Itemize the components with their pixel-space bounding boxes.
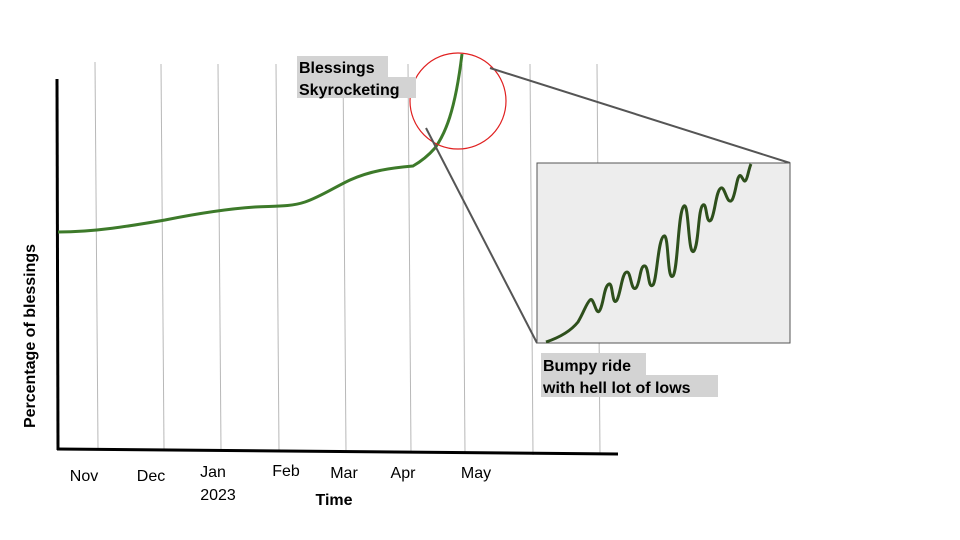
x-axis bbox=[56, 447, 619, 456]
x-tick-label: Mar bbox=[330, 465, 358, 482]
x-tick-label: Jan bbox=[200, 464, 226, 481]
grid-line bbox=[160, 63, 165, 450]
zoom-label-bg bbox=[541, 353, 646, 375]
x-tick-label: Apr bbox=[391, 465, 417, 482]
grid-line bbox=[342, 63, 347, 453]
grid-line bbox=[275, 63, 280, 452]
grid-line bbox=[94, 61, 99, 449]
x-axis-title: Time bbox=[315, 492, 352, 509]
y-axis-title: Percentage of blessings bbox=[22, 244, 39, 428]
zoom-annotation: Bumpy ride with hell lot of lows bbox=[541, 353, 718, 397]
peak-label-bg bbox=[297, 77, 416, 98]
grid-line bbox=[461, 63, 466, 455]
zoom-label-line: with hell lot of lows bbox=[542, 380, 691, 397]
peak-label-line: Blessings bbox=[299, 60, 375, 77]
series-line bbox=[57, 53, 464, 234]
peak-annotation: Blessings Skyrocketing bbox=[297, 56, 416, 99]
zoom-inset-line bbox=[545, 163, 753, 344]
x-tick-label: May bbox=[461, 465, 491, 482]
zoom-connector bbox=[425, 127, 538, 344]
grid-line bbox=[407, 63, 412, 454]
zoom-label-bg bbox=[541, 375, 718, 397]
zoom-label-line: Bumpy ride bbox=[543, 358, 631, 375]
grid-line bbox=[217, 63, 222, 451]
x-tick-label: Feb bbox=[272, 463, 300, 480]
peak-label-bg bbox=[297, 56, 388, 77]
zoom-connector bbox=[489, 67, 791, 164]
highlight-circle bbox=[409, 52, 507, 150]
grid-lines bbox=[94, 61, 601, 456]
y-axis bbox=[55, 78, 60, 451]
peak-label-line: Skyrocketing bbox=[299, 82, 399, 99]
zoom-inset-box bbox=[536, 162, 791, 344]
x-tick-label: Nov bbox=[70, 468, 98, 485]
x-tick-label: Dec bbox=[137, 468, 165, 485]
grid-line bbox=[529, 63, 534, 456]
x-tick-labels: Nov Dec Jan 2023 Feb Mar Apr May bbox=[70, 463, 491, 504]
x-tick-label: 2023 bbox=[200, 487, 236, 504]
